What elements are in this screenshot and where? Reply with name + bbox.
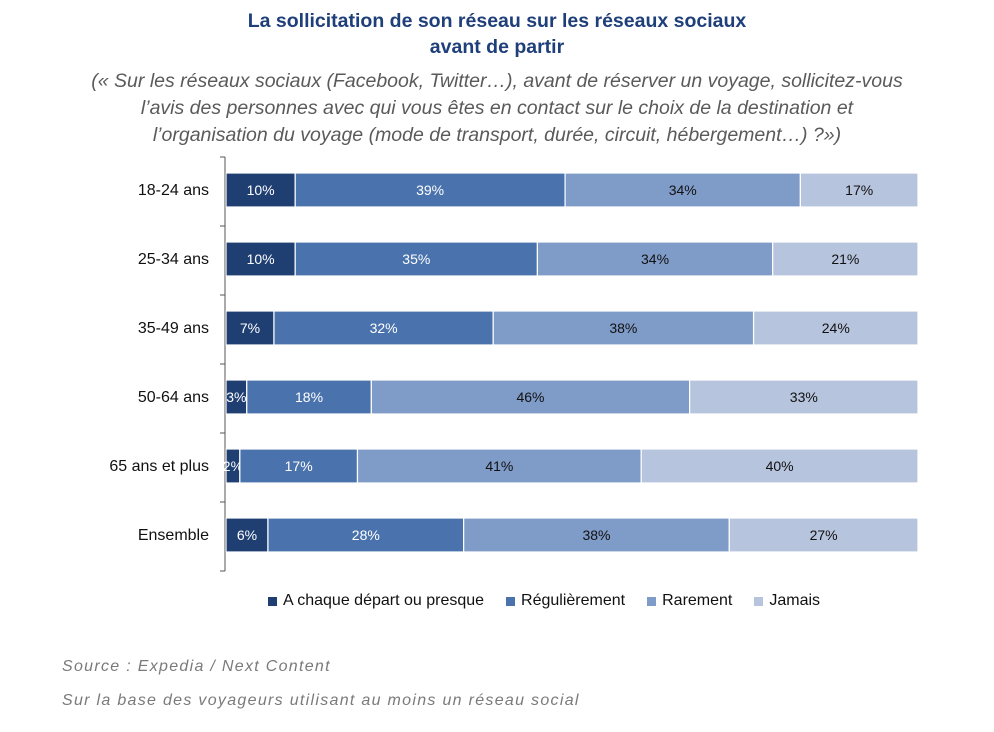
data-label: 34% [669, 182, 697, 198]
data-label: 27% [810, 527, 838, 543]
category-label: 50-64 ans [138, 389, 209, 406]
data-label: 46% [516, 389, 544, 405]
data-label: 38% [582, 527, 610, 543]
bar-segment [492, 310, 755, 346]
bar-segment [239, 448, 359, 484]
bar-segment [356, 448, 642, 484]
legend-swatch [647, 596, 657, 606]
bar-segment [225, 241, 296, 277]
data-label: 3% [226, 389, 246, 405]
data-label: 17% [285, 458, 313, 474]
data-label: 40% [766, 458, 794, 474]
data-label: 10% [247, 182, 275, 198]
legend-label: Régulièrement [521, 592, 626, 609]
data-label: 18% [295, 389, 323, 405]
data-label: 21% [831, 251, 859, 267]
bar-segment [463, 517, 730, 553]
category-label: Ensemble [138, 527, 209, 544]
bar-segment [225, 310, 275, 346]
bar-segment [294, 172, 566, 208]
chart-legend: A chaque départ ou presque Régulièrement R… [268, 592, 842, 610]
data-label: 2% [223, 458, 243, 474]
base-note: Sur la base des voyageurs utilisant au m… [62, 692, 580, 709]
source-note: Source : Expedia / Next Content [62, 658, 331, 675]
legend-item: Rarement [647, 592, 732, 610]
bar-segment [225, 517, 269, 553]
legend-swatch [268, 596, 277, 606]
subtitle-line-1: (« Sur les réseaux sociaux (Facebook, Tw… [91, 70, 903, 92]
legend-label: A chaque départ ou presque [283, 592, 485, 609]
legend-swatch [754, 596, 764, 606]
bar-segment [246, 379, 372, 415]
data-label: 38% [609, 320, 637, 336]
data-label: 34% [641, 251, 669, 267]
bar-segment [564, 172, 801, 208]
bar-segment [799, 172, 919, 208]
chart-subtitle: (« Sur les réseaux sociaux (Facebook, Tw… [0, 68, 994, 149]
data-label: 10% [247, 251, 275, 267]
bar-segment [294, 241, 539, 277]
legend-label: Jamais [769, 592, 821, 609]
data-label: 6% [237, 527, 257, 543]
bar-segment [225, 172, 296, 208]
bar-segment [273, 310, 494, 346]
data-label: 41% [485, 458, 513, 474]
bar-segment [772, 241, 919, 277]
chart-title-line-2: avant de partir [429, 36, 565, 58]
bar-segment [689, 379, 919, 415]
bar-segment [640, 448, 919, 484]
legend-swatch [506, 596, 516, 606]
subtitle-line-2: l’avis des personnes avec qui vous êtes … [140, 97, 854, 119]
legend-item: A chaque départ ou presque [268, 592, 484, 610]
data-label: 24% [822, 320, 850, 336]
category-label: 35-49 ans [138, 320, 209, 337]
category-label: 65 ans et plus [109, 458, 209, 475]
data-label: 28% [352, 527, 380, 543]
legend-item: Régulièrement [506, 592, 625, 610]
bar-segment [752, 310, 919, 346]
legend-item: Jamais [754, 592, 820, 610]
bar-segment [370, 379, 691, 415]
legend-label: Rarement [662, 592, 733, 609]
subtitle-line-3: l’organisation du voyage (mode de transp… [152, 124, 842, 146]
data-label: 32% [370, 320, 398, 336]
data-label: 7% [240, 320, 260, 336]
bar-segment [267, 517, 465, 553]
data-label: 33% [790, 389, 818, 405]
category-label: 25-34 ans [138, 251, 209, 268]
data-label: 17% [845, 182, 873, 198]
bar-segment [728, 517, 919, 553]
category-label: 18-24 ans [138, 182, 209, 199]
data-label: 35% [402, 251, 430, 267]
chart-title-line-1: La sollicitation de son réseau sur les r… [247, 10, 747, 32]
data-label: 39% [416, 182, 444, 198]
chart-title: La sollicitation de son réseau sur les r… [0, 8, 994, 60]
